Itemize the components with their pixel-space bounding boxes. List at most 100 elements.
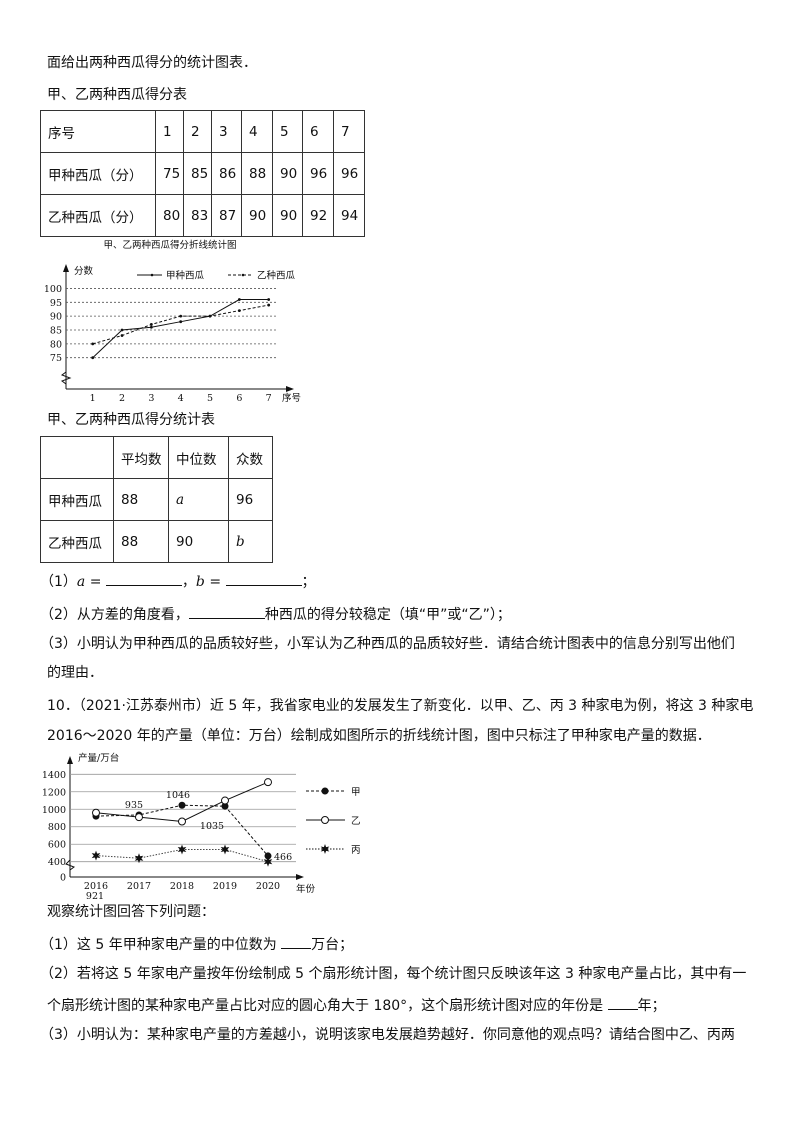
data-label: 1035 (200, 821, 224, 832)
y-tick-label: 0 (60, 873, 66, 884)
answer-blank[interactable] (281, 934, 312, 949)
var-a: a (76, 574, 86, 590)
x-tick-label: 1 (90, 393, 96, 404)
table-cell: 3 (211, 110, 242, 153)
table-cell: 平均数 (113, 436, 169, 479)
q-text: 万台； (311, 937, 354, 953)
q10-line1: 10．（2021·江苏泰州市）近 5 年，我省家电业的发展发生了新变化．以甲、乙… (47, 698, 754, 714)
q9-1: （1）a = ，b = ； (40, 571, 316, 591)
answer-blank-a[interactable] (105, 571, 182, 586)
table-cell: 4 (241, 110, 273, 153)
data-point (149, 323, 153, 326)
filled-circle-marker (321, 787, 329, 795)
intro-text: 面给出两种西瓜得分的统计图表． (47, 55, 257, 71)
legend-label: 乙 (351, 816, 361, 827)
x-tick-label: 2020 (256, 881, 280, 892)
table-cell: 94 (333, 194, 365, 237)
legend-label: 丙 (351, 845, 361, 856)
y-tick-label: 400 (48, 857, 66, 868)
q-text: （1）这 5 年甲种家电产量的中位数为 (40, 937, 282, 953)
y-tick-label: 600 (48, 840, 66, 851)
data-point (267, 303, 271, 307)
series-line-yi (92, 304, 269, 345)
legend-label: 乙种西瓜 (257, 270, 296, 282)
x-tick-label: 3 (148, 393, 154, 404)
table-cell: 96 (333, 152, 365, 195)
y-tick-label: 95 (50, 298, 62, 309)
table-cell: 90 (241, 194, 273, 237)
star-marker (134, 853, 144, 864)
q10-2-line2: 个扇形统计图的某种家电产量占比对应的圆心角大于 180°，这个扇形统计图对应的年… (47, 995, 666, 1015)
x-tick-label: 4 (178, 393, 184, 404)
data-label: 466 (274, 852, 292, 863)
table-row: 序号 1 2 3 4 5 6 7 (40, 110, 365, 153)
legend-marker (150, 273, 154, 277)
table2-caption: 甲、乙两种西瓜得分统计表 (47, 412, 215, 428)
data-point (267, 298, 271, 301)
sep: ， (181, 574, 196, 590)
star-marker (263, 856, 273, 867)
q10-1: （1）这 5 年甲种家电产量的中位数为 万台； (40, 934, 353, 954)
data-point (120, 334, 124, 337)
y-axis-arrow (67, 756, 73, 764)
y-tick-label: 1200 (42, 787, 66, 798)
data-label: 935 (125, 800, 143, 811)
table-cell: 90 (168, 520, 229, 563)
table-cell: 88 (113, 520, 169, 563)
table-row: 乙种西瓜 88 90 b (40, 520, 273, 563)
data-point (179, 314, 183, 318)
q10-2-line1: （2）若将这 5 年家电产量按年份绘制成 5 个扇形统计图，每个统计图只反映该年… (40, 966, 747, 982)
x-tick-label: 5 (207, 393, 213, 404)
table-cell: b (228, 520, 273, 563)
y-tick-label: 1400 (42, 770, 66, 781)
table-cell: 96 (302, 152, 334, 195)
y-tick-label: 80 (50, 339, 62, 350)
star-marker (220, 844, 230, 855)
y-tick-label: 90 (50, 312, 62, 323)
x-tick-label: 2016 (84, 881, 108, 892)
q-text: 个扇形统计图的某种家电产量占比对应的圆心角大于 180°，这个扇形统计图对应的年… (47, 998, 608, 1014)
data-point (179, 320, 183, 324)
chart-title: 甲、乙两种西瓜得分折线统计图 (103, 239, 236, 251)
table-row: 甲种西瓜 88 a 96 (40, 478, 273, 521)
x-tick-label: 6 (236, 393, 242, 404)
x-axis-arrow (286, 386, 294, 392)
data-label: 1046 (166, 790, 190, 801)
table-cell: 96 (228, 478, 273, 521)
open-circle-marker (221, 796, 229, 805)
table-cell: a (168, 478, 229, 521)
x-tick-label: 7 (266, 393, 272, 404)
table-cell: 中位数 (168, 436, 229, 479)
table-cell: 90 (272, 194, 303, 237)
y-tick-label: 1000 (42, 805, 66, 816)
open-circle-marker (178, 817, 186, 826)
answer-blank[interactable] (188, 604, 265, 619)
series-line-jia (92, 299, 269, 359)
q9-3-line2: 的理由． (47, 665, 103, 681)
y-tick-label: 100 (44, 284, 62, 295)
x-tick-label: 2018 (170, 881, 194, 892)
data-point (91, 356, 95, 360)
x-axis-arrow (296, 874, 304, 880)
filled-circle-marker (178, 801, 186, 809)
legend-label: 甲 (351, 787, 361, 798)
q-text: （2）从方差的角度看， (40, 607, 189, 623)
open-circle-marker (264, 778, 272, 787)
table-row: 乙种西瓜（分） 80 83 87 90 90 92 94 (40, 194, 365, 237)
q-text: 年； (637, 998, 666, 1014)
answer-blank-b[interactable] (225, 571, 302, 586)
data-point (208, 314, 212, 318)
open-circle-marker (135, 813, 143, 822)
table-cell: 83 (183, 194, 212, 237)
table-cell: 乙种西瓜（分） (40, 194, 156, 237)
q10-observe: 观察统计图回答下列问题： (47, 904, 215, 920)
answer-blank[interactable] (607, 995, 638, 1010)
axis-break-icon (60, 371, 72, 385)
data-point (237, 298, 241, 301)
table1-caption: 甲、乙两种西瓜得分表 (47, 87, 187, 103)
y-axis-label: 产量/万台 (78, 752, 119, 764)
y-axis-label: 分数 (74, 265, 94, 277)
table-cell: 75 (155, 152, 184, 195)
legend-marker (241, 273, 245, 277)
